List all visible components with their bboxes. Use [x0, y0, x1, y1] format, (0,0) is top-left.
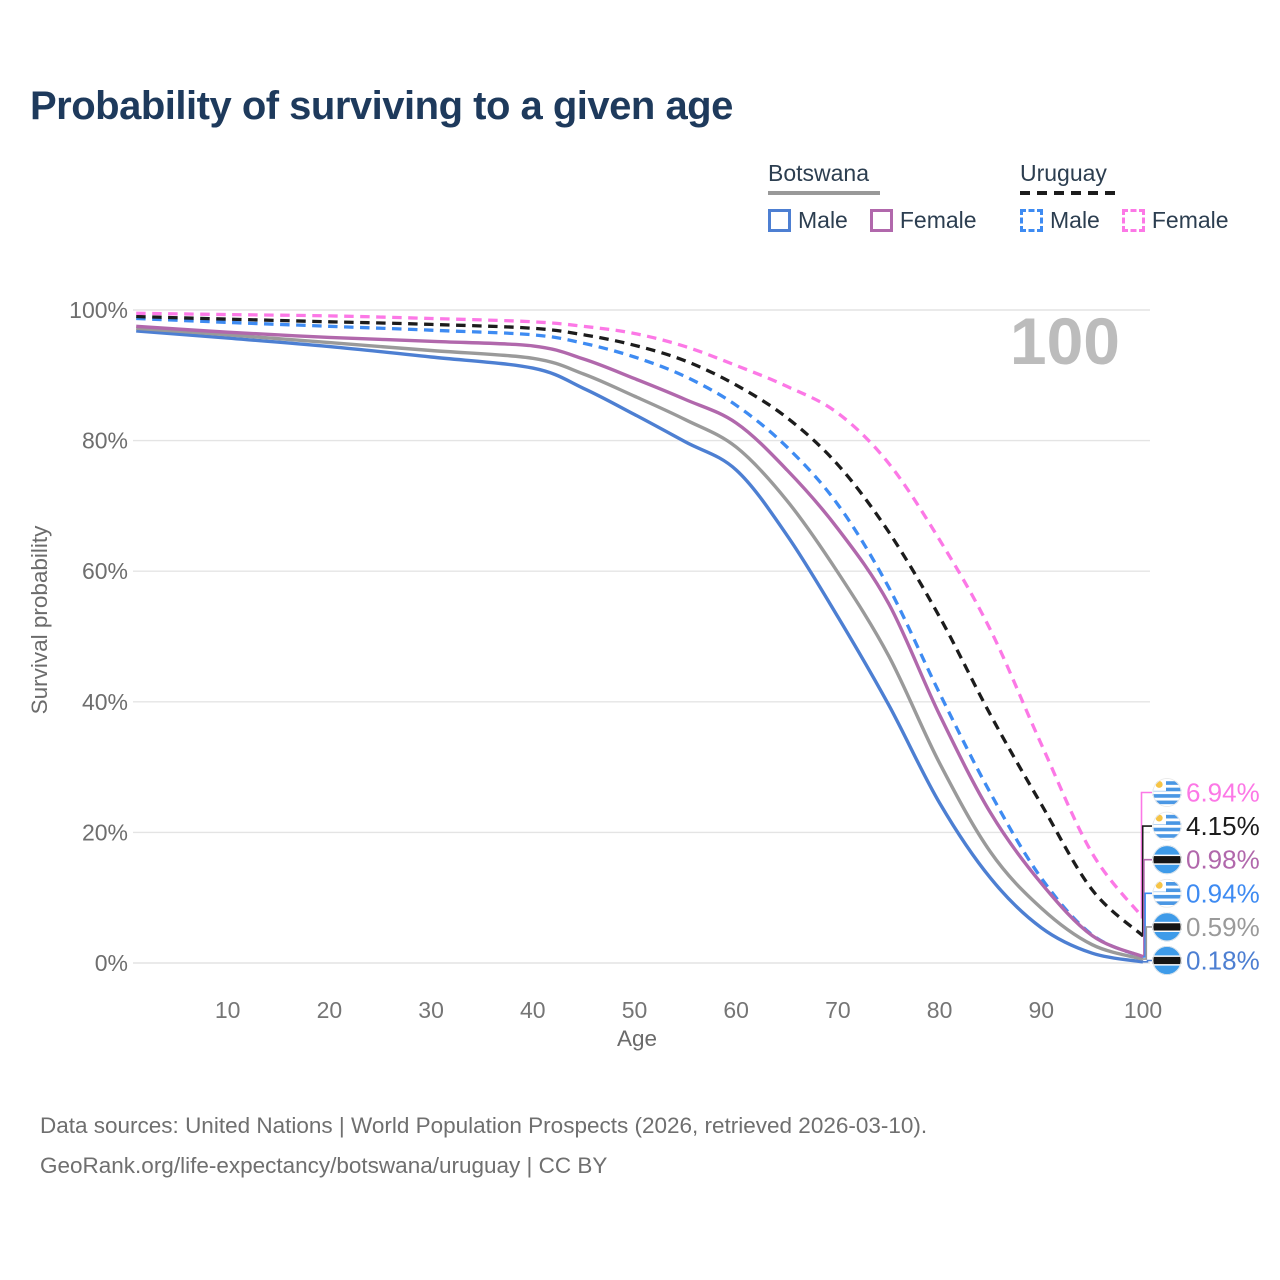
leader-line-uruguay — [1141, 825, 1152, 937]
curve-uruguay-female[interactable] — [136, 311, 1145, 919]
curve-botswana-female[interactable] — [136, 324, 1144, 959]
leader-line-uruguay-male — [1143, 892, 1152, 958]
end-label-botswana[interactable]: 0.59% — [1186, 912, 1260, 942]
end-label-uruguay[interactable]: 4.15% — [1186, 811, 1260, 841]
end-label-uruguay-female[interactable]: 6.94% — [1186, 778, 1260, 808]
curve-uruguay-male[interactable] — [136, 316, 1144, 959]
leader-line-botswana-male — [1143, 959, 1152, 963]
age-counter-watermark: 100 — [1010, 304, 1120, 378]
x-tick-label: 60 — [723, 997, 749, 1023]
legend-total-line-botswana — [768, 191, 880, 195]
y-tick-label: 60% — [82, 558, 128, 584]
x-axis-title: Age — [617, 1026, 657, 1051]
legend-swatch-botswana-female[interactable] — [869, 209, 893, 232]
legend-label-uruguay-male[interactable]: Male — [1050, 207, 1100, 233]
footer-link: GeoRank.org/life-expectancy/botswana/uru… — [40, 1153, 608, 1178]
flag-icon-botswana — [1152, 946, 1182, 975]
gridlines — [133, 309, 1150, 964]
legend-country-uruguay[interactable]: Uruguay — [1020, 160, 1107, 186]
legend-label-uruguay-female[interactable]: Female — [1151, 207, 1229, 233]
flag-icon-uruguay — [1152, 778, 1182, 807]
legend-label-botswana-male[interactable]: Male — [798, 207, 848, 233]
legend-group-uruguay: Uruguay Male Female — [1020, 160, 1229, 234]
x-tick-label: 50 — [622, 997, 648, 1023]
curve-botswana[interactable] — [136, 326, 1144, 961]
x-tick-label: 70 — [825, 997, 851, 1023]
legend-label-botswana-female[interactable]: Female — [899, 207, 977, 233]
y-tick-label: 80% — [82, 428, 128, 454]
end-label-uruguay-male[interactable]: 0.94% — [1186, 878, 1260, 908]
x-tick-label: 10 — [215, 997, 241, 1023]
curve-uruguay[interactable] — [136, 314, 1145, 938]
x-tick-label: 30 — [418, 997, 444, 1023]
footer-data-sources: Data sources: United Nations | World Pop… — [40, 1113, 928, 1138]
x-tick-label: 100 — [1124, 997, 1162, 1023]
x-axis-tick-labels: 10 20 30 40 50 60 70 80 90 100 — [215, 997, 1162, 1023]
leader-line-botswana — [1143, 926, 1152, 960]
end-value-labels: 6.94%4.15% 0.98%0.94% 0.59% 0.18% — [1140, 778, 1260, 976]
curve-botswana-male[interactable] — [136, 329, 1144, 964]
y-tick-label: 40% — [82, 689, 128, 715]
end-label-botswana-female[interactable]: 0.98% — [1186, 845, 1260, 875]
x-tick-label: 40 — [520, 997, 546, 1023]
flag-icon-uruguay — [1152, 811, 1182, 841]
page-title: Probability of surviving to a given age — [30, 84, 733, 128]
end-label-botswana-male[interactable]: 0.18% — [1186, 946, 1260, 976]
flag-icon-uruguay — [1152, 878, 1182, 908]
x-tick-label: 80 — [927, 997, 953, 1023]
survival-curves — [136, 311, 1145, 964]
legend-group-botswana: Botswana Male Female — [768, 160, 977, 234]
y-tick-label: 100% — [69, 297, 128, 323]
y-tick-label: 0% — [95, 950, 128, 976]
flag-icon-botswana — [1152, 845, 1182, 875]
x-tick-label: 90 — [1029, 997, 1055, 1023]
x-tick-label: 20 — [317, 997, 343, 1023]
y-axis-title: Survival probability — [27, 525, 52, 715]
y-axis-tick-labels: 0% 20% 40% 60% 80% 100% — [69, 297, 128, 976]
legend-total-line-uruguay — [1020, 191, 1120, 195]
legend-country-botswana[interactable]: Botswana — [768, 160, 870, 186]
y-tick-label: 20% — [82, 819, 128, 845]
legend-swatch-uruguay-male[interactable] — [1020, 209, 1043, 232]
legend-swatch-uruguay-female[interactable] — [1121, 209, 1145, 232]
legend-swatch-botswana-male[interactable] — [768, 209, 791, 232]
footer: Data sources: United Nations | World Pop… — [40, 1106, 927, 1186]
flag-icon-botswana — [1152, 912, 1182, 942]
